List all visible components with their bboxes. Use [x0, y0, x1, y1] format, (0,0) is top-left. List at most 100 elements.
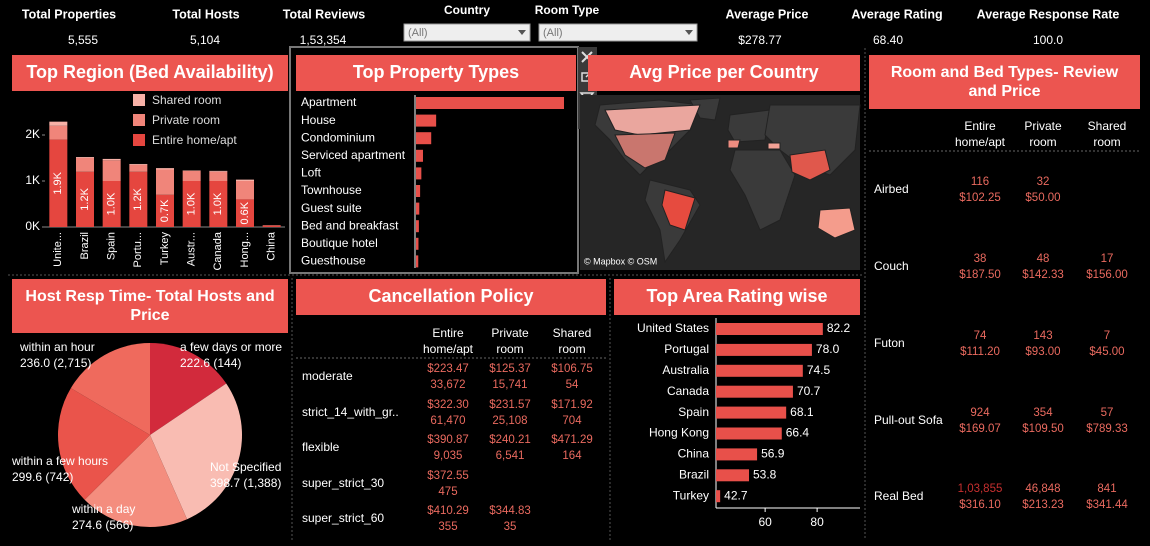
cell-value: 116	[971, 176, 989, 188]
bar	[416, 185, 421, 197]
bar-segment	[129, 164, 148, 172]
bar	[716, 343, 812, 356]
value-label: 1.2K	[79, 187, 91, 210]
slice-value: 398.7 (1,388)	[210, 476, 281, 490]
bar-segment	[102, 181, 121, 227]
bar	[416, 167, 422, 180]
bar-segment	[182, 170, 201, 181]
cell-value: $322.30	[427, 399, 469, 411]
value-label: 0.6K	[239, 201, 251, 224]
cell-value: 6,541	[496, 450, 525, 462]
kpi-label: Average Response Rate	[977, 7, 1120, 21]
cell-value: $171.92	[551, 399, 593, 411]
filter-dropdown[interactable]	[403, 23, 531, 42]
panel-title: Host Resp Time- Total Hosts and Price	[12, 279, 288, 333]
cell-value: $93.00	[1025, 346, 1060, 358]
cell-value: 61,470	[430, 415, 465, 427]
legend-label: Shared room	[152, 93, 221, 107]
category-label: Brazil	[679, 467, 709, 481]
filter-value[interactable]: (All)	[543, 27, 563, 39]
cell-value: 35	[504, 521, 517, 533]
bar-segment	[102, 158, 121, 161]
panel-title: Avg Price per Country	[588, 55, 860, 91]
x-tick-label: Turkey	[159, 232, 171, 266]
category-label: Townhouse	[301, 183, 362, 197]
bar	[416, 237, 419, 250]
column-header: Shared room	[1088, 119, 1127, 149]
cell-value: $341.44	[1086, 499, 1128, 511]
x-tick-label: Austr...	[186, 232, 198, 266]
pie-slice	[150, 343, 227, 435]
bar-segment	[76, 157, 94, 158]
cell-value: $390.87	[427, 434, 469, 446]
slice-label: within a day	[71, 502, 135, 516]
y-tick-label: 1K	[25, 173, 40, 187]
category-label: House	[301, 113, 336, 127]
category-label: China	[678, 447, 710, 461]
dropdown-arrow[interactable]	[518, 30, 526, 35]
cell-value: 924	[970, 407, 990, 419]
map	[580, 95, 861, 270]
separators	[8, 48, 866, 540]
cell-value: 33,672	[430, 379, 465, 391]
bar	[716, 364, 803, 377]
category-label: Turkey	[673, 488, 709, 502]
kpi-value: 68.40	[873, 33, 903, 47]
bar	[716, 448, 758, 461]
x-tick-label: Brazil	[79, 232, 91, 260]
bar-segment	[236, 181, 254, 200]
cell-value: $213.23	[1022, 499, 1064, 511]
value-label: 70.7	[797, 384, 821, 398]
filter-label: Country	[444, 3, 490, 17]
bar-segment	[102, 160, 121, 181]
x-tick-label: Spain	[106, 232, 118, 260]
selection-border	[289, 46, 579, 274]
cell-value: 9,035	[434, 450, 463, 462]
x-tick-label: Hong...	[239, 232, 251, 267]
x-tick-label: 80	[810, 515, 824, 529]
cell-value: 354	[1033, 407, 1053, 419]
category-label: Apartment	[301, 95, 357, 109]
value-label: 74.5	[807, 363, 831, 377]
value-label: 68.1	[790, 405, 814, 419]
filter-dropdown[interactable]	[538, 23, 698, 42]
map-attribution: © Mapbox © OSM	[584, 256, 657, 266]
bar-segment	[209, 171, 228, 181]
kpi-label: Average Rating	[851, 7, 942, 21]
kpi-value: $278.77	[738, 33, 782, 47]
bar-segment	[76, 158, 94, 172]
row-label: super_strict_60	[302, 511, 384, 525]
row-label: super_strict_30	[302, 476, 384, 490]
x-tick-label: 60	[758, 515, 772, 529]
dropdown-arrow[interactable]	[685, 30, 693, 35]
category-label: Bed and breakfast	[301, 218, 399, 232]
panel-title: Cancellation Policy	[296, 279, 606, 315]
kpi-label: Total Hosts	[172, 7, 239, 21]
column-header: Private room	[491, 326, 529, 356]
cell-value: 46,848	[1025, 483, 1060, 495]
bar-segment	[76, 171, 94, 227]
legend-swatch	[133, 134, 145, 146]
cell-value: 57	[1101, 407, 1114, 419]
cell-value: $45.00	[1089, 346, 1124, 358]
bar	[716, 385, 793, 398]
row-label: moderate	[302, 369, 353, 383]
filter-value[interactable]: (All)	[408, 27, 428, 39]
pie-slice	[84, 435, 188, 527]
legend-swatch	[133, 94, 145, 106]
value-label: 0.7K	[159, 199, 171, 222]
slice-label: a few days or more	[180, 340, 282, 354]
cell-value: $109.50	[1022, 423, 1064, 435]
category-label: Hong Kong	[649, 426, 709, 440]
kpi-value: 5,555	[68, 33, 98, 47]
cell-value: $372.55	[427, 470, 469, 482]
kpi-label: Total Properties	[22, 7, 116, 21]
bar-segment	[129, 163, 148, 165]
cell-value: $102.25	[959, 192, 1001, 204]
row-label: Futon	[874, 336, 905, 350]
row-label: flexible	[302, 440, 340, 454]
category-label: United States	[637, 321, 709, 335]
cell-value: 15,741	[492, 379, 527, 391]
value-label: 1.9K	[52, 171, 64, 194]
